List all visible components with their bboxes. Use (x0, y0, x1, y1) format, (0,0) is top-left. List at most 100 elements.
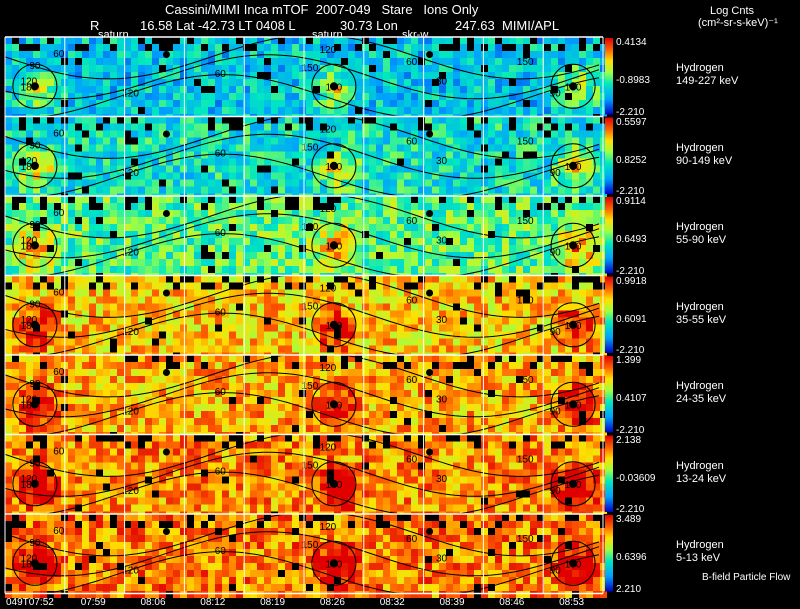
pixel (481, 275, 488, 283)
pixel (355, 289, 362, 297)
pixel (551, 376, 558, 383)
pixel (75, 275, 82, 283)
pixel (383, 217, 390, 224)
pixel (117, 37, 124, 44)
pixel (33, 158, 40, 166)
pixel (222, 144, 229, 152)
pixel (390, 107, 397, 114)
pixel (306, 137, 313, 145)
pixel (54, 238, 61, 245)
pixel (131, 58, 138, 65)
pixel (75, 404, 82, 411)
pixel (579, 86, 586, 93)
pixel (348, 137, 355, 145)
pixel (418, 158, 425, 166)
pixel (89, 324, 96, 332)
pixel (285, 93, 292, 100)
pixel (327, 282, 334, 290)
pixel (201, 137, 208, 145)
pixel (593, 275, 600, 283)
pixel (285, 65, 292, 72)
pixel (383, 51, 390, 58)
pixel (131, 376, 138, 383)
pixel (313, 100, 320, 107)
pixel (271, 338, 278, 346)
pixel (467, 144, 474, 152)
pixel (26, 282, 33, 290)
pixel (47, 383, 54, 390)
pixel (145, 65, 152, 72)
pixel (40, 58, 47, 65)
pixel (523, 144, 530, 152)
pixel (376, 144, 383, 152)
pixel (418, 116, 425, 124)
pixel (397, 224, 404, 231)
pixel (411, 296, 418, 304)
pixel (439, 338, 446, 346)
pixel (502, 282, 509, 290)
pixel (390, 282, 397, 290)
pixel (103, 376, 110, 383)
pixel (124, 107, 131, 114)
pixel (5, 158, 12, 166)
pixel (481, 266, 488, 273)
pixel (166, 282, 173, 290)
pixel (320, 310, 327, 318)
pixel (103, 390, 110, 397)
pixel (75, 397, 82, 404)
pixel (117, 151, 124, 159)
pixel (229, 338, 236, 346)
pixel (404, 44, 411, 51)
pixel (432, 282, 439, 290)
pixel (292, 411, 299, 418)
pixel (355, 107, 362, 114)
pixel (362, 338, 369, 346)
pixel (320, 238, 327, 245)
pixel (397, 100, 404, 107)
pixel (481, 331, 488, 339)
pixel (313, 324, 320, 332)
pixel (313, 411, 320, 418)
pixel (397, 362, 404, 369)
pole-dot (329, 320, 338, 329)
pixel (313, 51, 320, 58)
pixel (117, 238, 124, 245)
pixel (152, 93, 159, 100)
pixel (565, 282, 572, 290)
pixel (488, 203, 495, 210)
pixel (502, 100, 509, 107)
pixel (348, 245, 355, 252)
pixel (194, 203, 201, 210)
pixel (362, 179, 369, 187)
pixel (243, 238, 250, 245)
pixel (467, 362, 474, 369)
pixel (264, 100, 271, 107)
pixel (425, 355, 432, 362)
pixel (334, 397, 341, 404)
pixel (579, 338, 586, 346)
pixel (502, 58, 509, 65)
pixel (313, 179, 320, 187)
pixel (103, 130, 110, 138)
pixel (586, 158, 593, 166)
pixel (194, 252, 201, 259)
pixel (26, 369, 33, 376)
pixel (341, 65, 348, 72)
pixel (509, 383, 516, 390)
pixel (586, 172, 593, 180)
pixel (117, 317, 124, 325)
pixel (89, 100, 96, 107)
pixel (201, 411, 208, 418)
pixel (47, 266, 54, 273)
pixel (348, 338, 355, 346)
pixel (474, 345, 481, 353)
saturn-label-mid: saturn (312, 29, 343, 41)
pixel (327, 369, 334, 376)
pixel (306, 259, 313, 266)
pixel (33, 172, 40, 180)
pixel (446, 100, 453, 107)
pixel (299, 65, 306, 72)
pixel (68, 282, 75, 290)
pixel (313, 186, 320, 194)
pixel (579, 144, 586, 152)
